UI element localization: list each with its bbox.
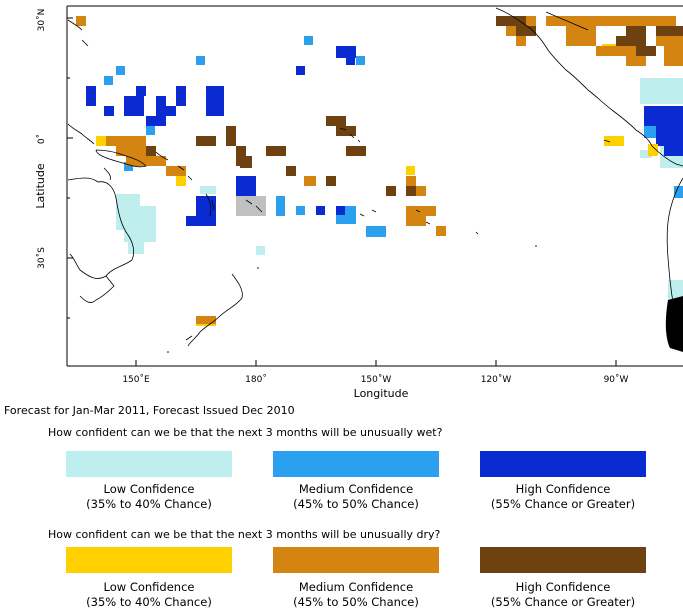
wet-question: How confident can we be that the next 3 … — [48, 426, 443, 439]
wet-medium-swatch — [273, 451, 439, 477]
island-dot — [257, 267, 259, 269]
lon-tick-150e: 150˚E — [122, 374, 150, 385]
medium-dry-cells — [76, 16, 683, 324]
high-dry-cells — [146, 16, 683, 196]
high-wet-cells — [86, 46, 683, 226]
wet-low-label: Low Confidence (35% to 40% Chance) — [49, 482, 249, 512]
wet-low-swatch — [66, 451, 232, 477]
dry-medium-range: (45% to 50% Chance) — [293, 595, 419, 609]
wet-low-range: (35% to 40% Chance) — [86, 497, 212, 511]
forecast-caption: Forecast for Jan-Mar 2011, Forecast Issu… — [4, 404, 295, 417]
dry-medium-label: Medium Confidence (45% to 50% Chance) — [256, 580, 456, 610]
south-america-tip — [665, 296, 683, 352]
x-axis-label: Longitude — [354, 387, 409, 400]
medium-wet-cells — [104, 36, 683, 237]
dry-low-label: Low Confidence (35% to 40% Chance) — [49, 580, 249, 610]
island-dot — [167, 351, 169, 353]
wet-medium-title: Medium Confidence — [298, 482, 414, 496]
wet-low-title: Low Confidence — [103, 482, 195, 496]
dry-question: How confident can we be that the next 3 … — [48, 528, 441, 541]
wet-high-title: High Confidence — [515, 482, 611, 496]
wet-high-label: High Confidence (55% Chance or Greater) — [463, 482, 663, 512]
dry-high-label: High Confidence (55% Chance or Greater) — [463, 580, 663, 610]
lon-tick-150w: 150˚W — [361, 374, 392, 385]
low-wet-cells — [116, 78, 683, 312]
lat-tick-30n: 30˚N — [36, 9, 47, 32]
lon-tick-180: 180˚ — [245, 374, 267, 385]
forecast-map: 30˚N 0˚ 30˚S Latitude 150˚E 180˚ 150˚W 1… — [34, 5, 683, 400]
dry-high-range: (55% Chance or Greater) — [490, 595, 636, 609]
lat-tick-0: 0˚ — [36, 134, 47, 144]
island-dot — [535, 245, 537, 247]
gray-cells — [236, 196, 266, 216]
y-axis-label: Latitude — [34, 163, 47, 209]
wet-high-swatch — [480, 451, 646, 477]
coastlines — [67, 7, 683, 347]
dry-low-range: (35% to 40% Chance) — [86, 595, 212, 609]
forecast-cells — [76, 16, 683, 326]
map-frame — [66, 5, 683, 367]
wet-medium-range: (45% to 50% Chance) — [293, 497, 419, 511]
lon-tick-120w: 120˚W — [481, 374, 512, 385]
lat-tick-30s: 30˚S — [36, 247, 47, 269]
lon-tick-90w: 90˚W — [604, 374, 629, 385]
dry-low-title: Low Confidence — [103, 580, 195, 594]
dry-high-swatch — [480, 547, 646, 573]
dry-medium-swatch — [273, 547, 439, 573]
dry-medium-title: Medium Confidence — [298, 580, 414, 594]
dry-high-title: High Confidence — [515, 580, 611, 594]
wet-medium-label: Medium Confidence (45% to 50% Chance) — [256, 482, 456, 512]
wet-high-range: (55% Chance or Greater) — [490, 497, 636, 511]
dry-low-swatch — [66, 547, 232, 573]
